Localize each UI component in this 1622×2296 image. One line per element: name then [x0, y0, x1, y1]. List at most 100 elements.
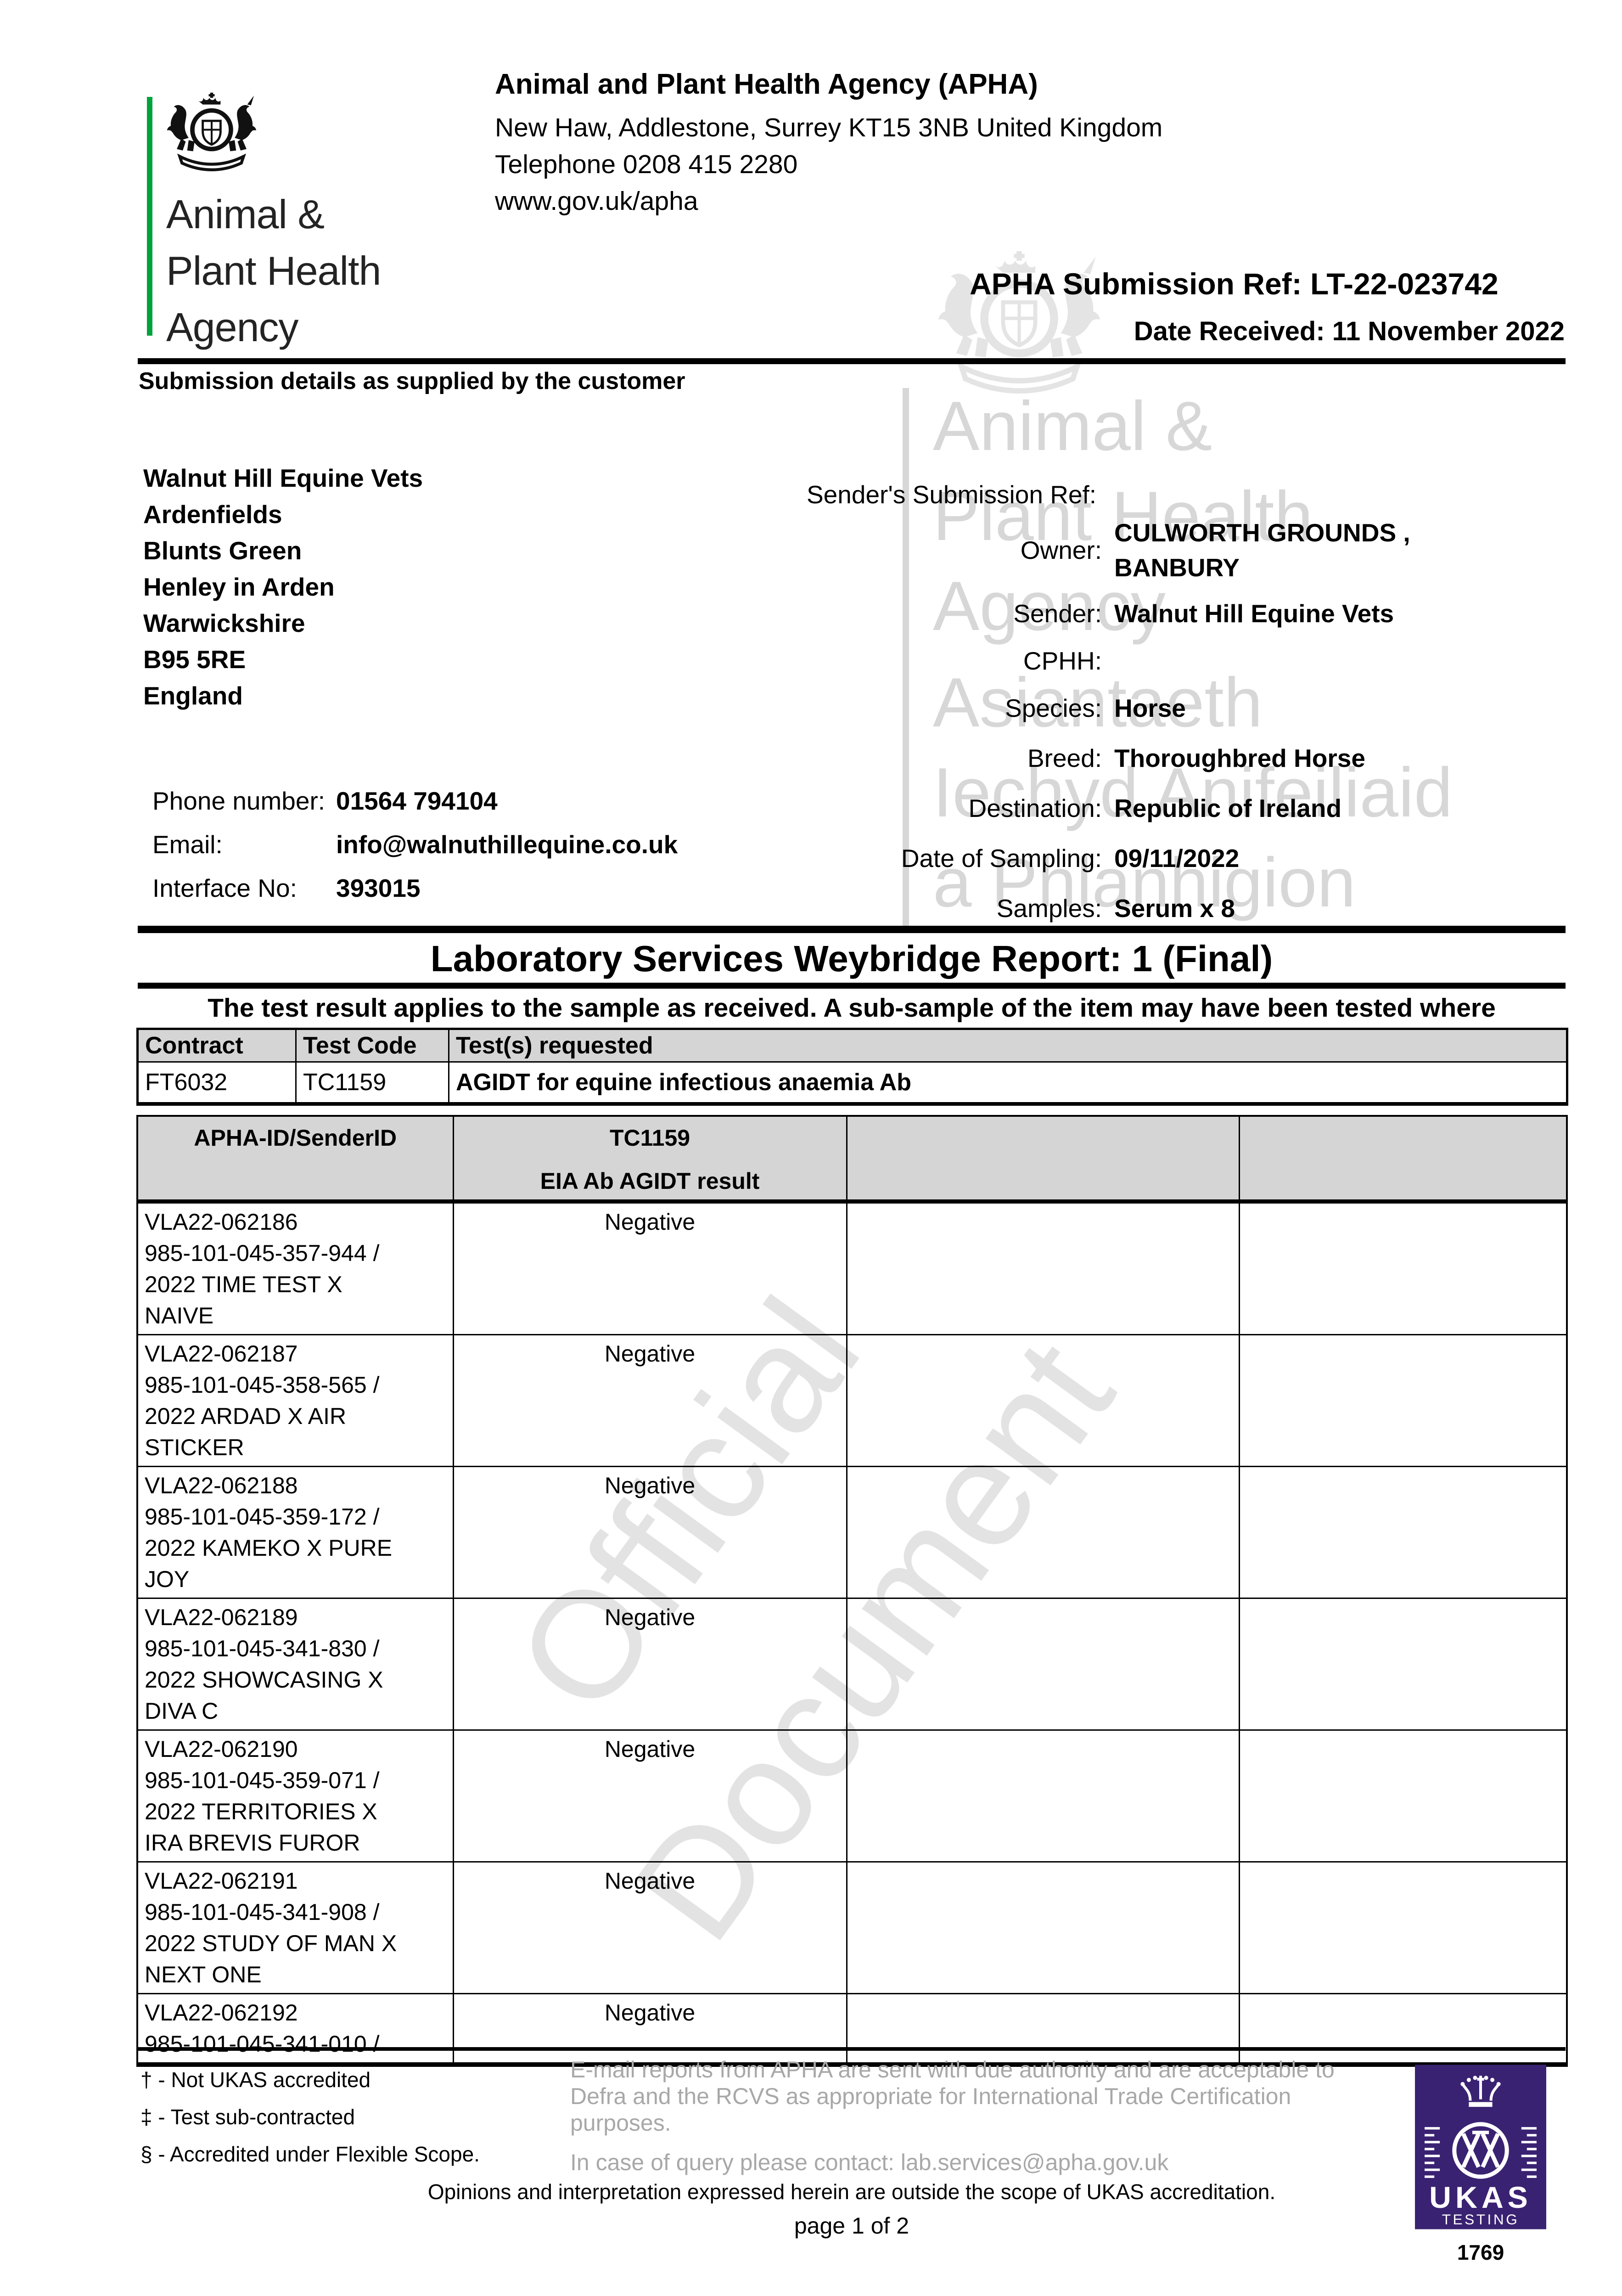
email-value: info@walnuthillequine.co.uk [336, 830, 678, 859]
detail-row: Breed: Thoroughbred Horse [779, 741, 1472, 776]
detail-label: CPHH: [1023, 647, 1102, 675]
sample-id-cell: VLA22-062188 985-101-045-359-172 /2022 KA… [136, 1466, 454, 1599]
empty-cell [1238, 1729, 1568, 1863]
watermark-line: a Phlanhigion [933, 844, 1356, 922]
detail-value: Serum x 8 [1114, 894, 1235, 923]
table-row: VLA22-062190 985-101-045-359-071 /2022 TE… [136, 1729, 1568, 1863]
logo-green-bar [147, 97, 152, 336]
sample-id-cell: VLA22-062186 985-101-045-357-944 /2022 TI… [136, 1201, 454, 1335]
logo-line: Agency [166, 304, 299, 350]
watermark-line: Agency [933, 567, 1166, 645]
results-table: APHA-ID/SenderID TC1159 EIA Ab AGIDT res… [136, 1115, 1568, 2067]
test-code-header-line: TC1159 [609, 1125, 690, 1151]
detail-row: Samples: Serum x 8 [779, 891, 1472, 926]
result-cell: Negative [452, 1729, 847, 1863]
testcode-cell: TC1159 [295, 1061, 449, 1105]
customer-contact: Phone number: 01564 794104 Email: info@w… [152, 786, 678, 917]
detail-row: Date of Sampling: 09/11/2022 [779, 841, 1472, 876]
footnote: § - Accredited under Flexible Scope. [140, 2142, 480, 2166]
detail-label: Samples: [996, 894, 1102, 923]
watermark-line: Iechyd Anifeiliaid [933, 754, 1453, 832]
detail-label: Destination: [968, 794, 1102, 822]
sample-id-cell: VLA22-062191 985-101-045-341-908 /2022 ST… [136, 1861, 454, 1994]
contract-table: Contract Test Code Test(s) requested FT6… [136, 1028, 1568, 1106]
empty-cell [846, 1861, 1240, 1994]
footnote: † - Not UKAS accredited [140, 2068, 371, 2092]
watermark-line: Plant Health [933, 477, 1313, 555]
detail-label: Species: [1005, 694, 1102, 722]
address-line: England [143, 681, 243, 710]
interface-value: 393015 [336, 874, 421, 902]
phone-value: 01564 794104 [336, 787, 498, 815]
tests-requested-col-header: Test(s) requested [448, 1028, 1568, 1063]
result-cell: Negative [452, 1993, 847, 2065]
empty-cell [846, 1729, 1240, 1863]
result-cell: Negative [452, 1598, 847, 1731]
empty-cell [1238, 1201, 1568, 1335]
phone-label: Phone number: [152, 787, 326, 815]
sample-id-cell: VLA22-062192 985-101-045-341-010 / [136, 1993, 454, 2065]
contact-row: Email: info@walnuthillequine.co.uk [152, 830, 678, 859]
date-received: Date Received: 11 November 2022 [1134, 316, 1565, 346]
watermark-logo-bar [903, 388, 909, 928]
detail-label: Date of Sampling: [901, 844, 1102, 872]
agency-website: www.gov.uk/apha [495, 186, 698, 216]
apha-id-col-header: APHA-ID/SenderID [136, 1115, 454, 1202]
query-contact-note: In case of query please contact: lab.ser… [570, 2150, 1169, 2175]
empty-cell [1238, 1466, 1568, 1599]
table-row: VLA22-062186 985-101-045-357-944 /2022 TI… [136, 1201, 1568, 1335]
contract-header-row: Contract Test Code Test(s) requested [137, 1028, 1568, 1063]
address-line: Warwickshire [143, 609, 305, 637]
detail-value: Walnut Hill Equine Vets [1114, 599, 1394, 628]
testcode-col-header: Test Code [295, 1028, 449, 1063]
detail-row: CPHH: [779, 646, 1472, 675]
table-row: VLA22-062188 985-101-045-359-172 /2022 KA… [136, 1466, 1568, 1599]
royal-crest-icon [163, 91, 260, 177]
table-row: VLA22-062187 985-101-045-358-565 /2022 AR… [136, 1334, 1568, 1467]
customer-address: Walnut Hill Equine Vets Ardenfields Blun… [143, 460, 423, 714]
address-line: B95 5RE [143, 645, 246, 674]
ukas-testing-logo [1415, 2065, 1546, 2241]
watermark-agency-name-cy: Asiantaeth Iechyd Anifeiliaid a Phlanhig… [933, 658, 1453, 928]
detail-label: Sender: [1013, 599, 1102, 628]
report-title: Laboratory Services Weybridge Report: 1 … [430, 938, 1273, 979]
watermark-line: Asiantaeth [933, 664, 1263, 742]
empty-cell [1238, 1861, 1568, 1994]
note-line: Defra and the RCVS as appropriate for In… [570, 2083, 1291, 2109]
address-line: Blunts Green [143, 536, 302, 565]
contract-cell: FT6032 [137, 1061, 297, 1105]
table-row: VLA22-062189 985-101-045-341-830 /2022 SH… [136, 1598, 1568, 1731]
empty-cell [846, 1466, 1240, 1599]
sample-id-cell: VLA22-062189 985-101-045-341-830 /2022 SH… [136, 1598, 454, 1731]
agency-address: New Haw, Addlestone, Surrey KT15 3NB Uni… [495, 113, 1163, 142]
contact-row: Interface No: 393015 [152, 873, 678, 903]
logo-line: Animal & [166, 191, 325, 237]
table-row: VLA22-062191 985-101-045-341-908 /2022 ST… [136, 1861, 1568, 1994]
agency-title: Animal and Plant Health Agency (APHA) [495, 68, 1038, 100]
email-authority-note: E-mail reports from APHA are sent with d… [570, 2056, 1335, 2176]
empty-col-header [846, 1115, 1240, 1202]
contact-row: Phone number: 01564 794104 [152, 786, 678, 816]
apha-logo-wordmark: Animal & Plant Health Agency [166, 186, 381, 355]
interface-label: Interface No: [152, 874, 297, 902]
result-cell: Negative [452, 1466, 847, 1599]
spacer [460, 1154, 840, 1165]
result-cell: Negative [452, 1861, 847, 1994]
table-row: VLA22-062192 985-101-045-341-010 / Negati… [136, 1993, 1568, 2065]
divider [138, 983, 1566, 989]
test-name-header-line: EIA Ab AGIDT result [540, 1168, 760, 1194]
sender-details: Owner: CULWORTH GROUNDS , BANBURY Sender… [779, 515, 1472, 941]
tests-requested-cell: AGIDT for equine infectious anaemia Ab [448, 1061, 1568, 1105]
detail-label: Owner: [1020, 536, 1102, 564]
empty-cell [846, 1993, 1240, 2065]
empty-cell [1238, 1334, 1568, 1467]
sample-id-cell: VLA22-062187 985-101-045-358-565 /2022 AR… [136, 1334, 454, 1467]
empty-cell [846, 1201, 1240, 1335]
footnote: ‡ - Test sub-contracted [140, 2105, 355, 2129]
watermark-agency-name-en: Animal & Plant Health Agency [933, 381, 1313, 651]
detail-row: Owner: CULWORTH GROUNDS , BANBURY [779, 515, 1472, 585]
detail-row: Species: Horse [779, 691, 1472, 726]
empty-cell [1238, 1993, 1568, 2065]
page-number: page 1 of 2 [794, 2213, 909, 2239]
